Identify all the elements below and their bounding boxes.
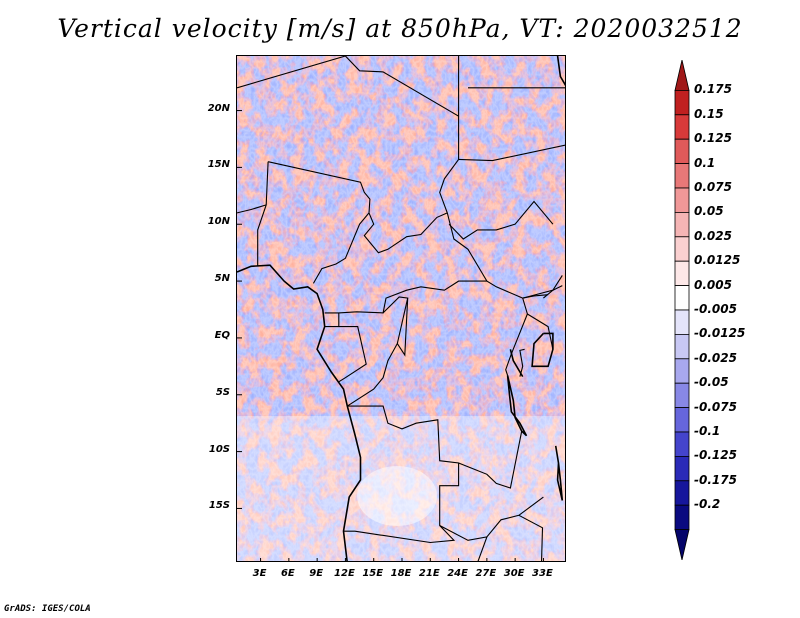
- colorbar-swatch: [674, 285, 690, 311]
- kalahari-calm-overlay: [357, 466, 437, 526]
- coastline: [531, 332, 554, 368]
- country-border: [543, 285, 563, 299]
- colorbar-swatch: [674, 60, 690, 91]
- country-border: [448, 200, 554, 240]
- colorbar-swatch: [674, 358, 690, 384]
- coastline: [509, 349, 524, 378]
- country-border: [257, 161, 269, 267]
- country-border: [267, 161, 371, 213]
- lon-tick-label: 33E: [532, 568, 553, 579]
- colorbar-label: -0.1: [694, 424, 721, 438]
- country-border: [324, 280, 487, 314]
- lat-tick-label: 20N: [207, 102, 230, 114]
- lon-tick-label: 30E: [503, 568, 525, 579]
- coastline: [554, 445, 564, 501]
- lon-tick-label: 27E: [475, 568, 497, 579]
- country-border: [477, 536, 488, 561]
- country-border: [519, 348, 525, 377]
- country-border: [439, 496, 544, 541]
- colorbar-swatch: [674, 163, 690, 189]
- country-border: [237, 56, 346, 89]
- colorbar-swatch: [674, 187, 690, 213]
- colorbar-swatch: [674, 89, 690, 116]
- colorbar-swatch: [674, 455, 690, 482]
- country-border: [458, 144, 565, 162]
- country-border: [439, 159, 523, 299]
- colorbar-label: -0.05: [694, 375, 729, 390]
- colorbar-swatch: [674, 529, 690, 560]
- lat-tick-label: 10N: [207, 216, 230, 228]
- map-title: Vertical velocity [m/s] at 850hPa, VT: 2…: [57, 14, 743, 43]
- colorbar-label: 0.175: [694, 82, 732, 97]
- country-borders: [237, 56, 565, 561]
- lat-tick-label: 5N: [214, 273, 230, 285]
- colorbar-label: -0.025: [694, 350, 737, 365]
- coastline: [556, 56, 565, 86]
- colorbar-swatch: [674, 138, 690, 164]
- lon-tick-label: 18E: [390, 568, 412, 579]
- colorbar-swatch: [674, 260, 690, 286]
- colorbar: [674, 60, 690, 560]
- colorbar-swatch: [674, 211, 690, 238]
- lon-tick-label: 24E: [447, 568, 468, 579]
- colorbar-label: 0.025: [694, 228, 732, 243]
- colorbar-label: 0.1: [694, 155, 716, 170]
- lon-tick-label: 15E: [362, 568, 384, 579]
- country-border: [337, 326, 367, 383]
- country-border: [458, 430, 523, 489]
- lon-tick-label: 3E: [252, 568, 267, 579]
- country-border: [345, 56, 460, 160]
- colorbar-label: -0.005: [694, 302, 737, 316]
- country-border: [324, 312, 340, 328]
- colorbar-label: -0.175: [694, 472, 737, 487]
- colorbar-swatch: [674, 114, 690, 140]
- colorbar-label: -0.075: [694, 399, 737, 414]
- map-plot-area: [236, 55, 566, 562]
- colorbar-swatch: [674, 333, 690, 360]
- lon-tick-label: 21E: [418, 568, 440, 579]
- lat-tick-label: 15N: [207, 159, 230, 171]
- colorbar-label: 0.005: [694, 277, 732, 292]
- country-border: [522, 294, 549, 299]
- country-border: [347, 296, 409, 407]
- lat-tick-label: 5S: [215, 386, 230, 398]
- colorbar-label: 0.15: [694, 106, 724, 121]
- colorbar-label: -0.125: [694, 448, 737, 463]
- velocity-field: [237, 56, 565, 561]
- lat-tick-label: EQ: [214, 329, 230, 341]
- lon-tick-label: 12E: [334, 568, 355, 579]
- colorbar-label: 0.05: [694, 204, 724, 219]
- coastlines: [237, 56, 565, 561]
- country-border: [312, 212, 370, 284]
- colorbar-swatch: [674, 407, 690, 433]
- colorbar-swatch: [674, 504, 690, 531]
- coastline: [506, 375, 528, 437]
- colorbar-swatch: [674, 309, 690, 335]
- colorbar-swatch: [674, 236, 690, 262]
- colorbar-label: 0.0125: [694, 253, 741, 268]
- country-border: [527, 313, 554, 350]
- colorbar-label: 0.075: [694, 180, 732, 194]
- lon-tick-label: 6E: [280, 568, 295, 579]
- grads-credit: GrADS: IGES/COLA: [4, 604, 91, 614]
- colorbar-swatch: [674, 480, 690, 506]
- colorbar-label: -0.0125: [694, 326, 746, 341]
- country-border: [363, 212, 448, 254]
- country-border: [518, 514, 544, 561]
- lat-tick-label: 15S: [208, 500, 230, 512]
- colorbar-swatch: [674, 382, 690, 409]
- coastline: [237, 264, 362, 561]
- country-border: [396, 298, 409, 357]
- colorbar-label: -0.2: [694, 497, 721, 512]
- lat-tick-label: 10S: [208, 443, 230, 455]
- country-border: [237, 204, 267, 214]
- colorbar-swatch: [674, 431, 690, 457]
- colorbar-label: 0.125: [694, 131, 732, 146]
- lon-tick-label: 9E: [309, 568, 324, 579]
